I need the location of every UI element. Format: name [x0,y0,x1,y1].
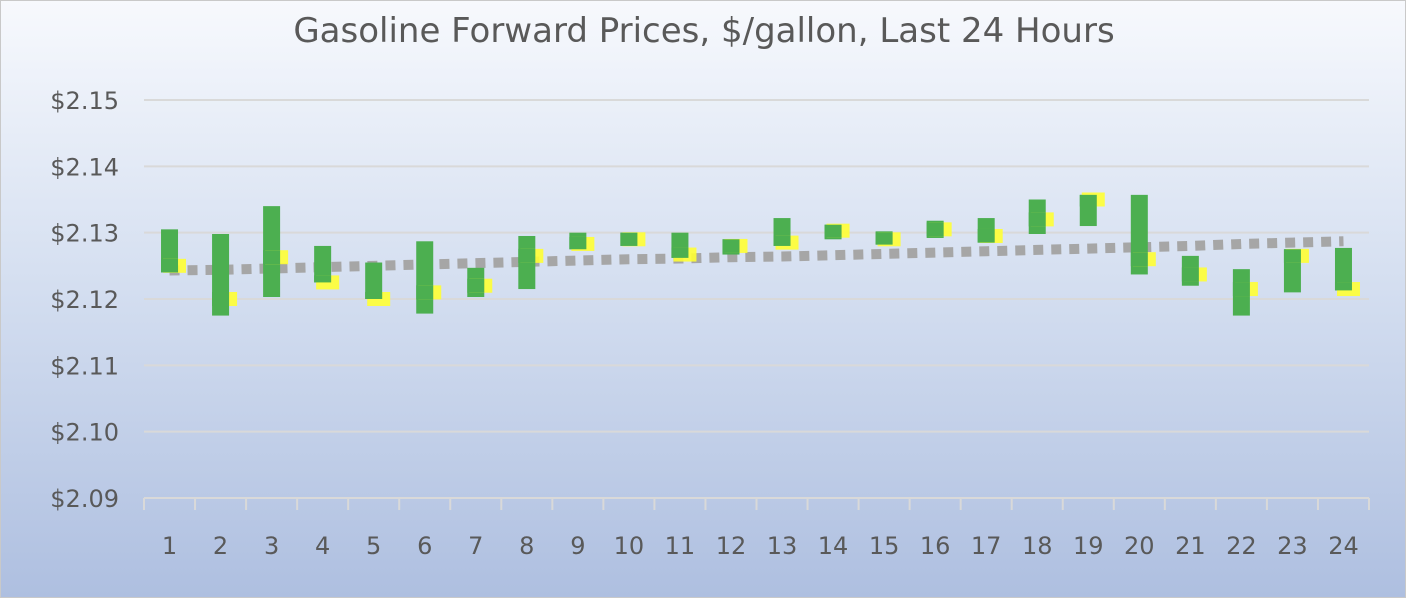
price-bar-overlap [977,228,995,243]
x-tick-label: 1 [162,532,177,560]
price-bar [314,245,332,283]
price-bar-overlap [824,224,842,238]
price-bar-overlap [416,285,434,300]
trend-line-path [169,236,1344,276]
price-bar [365,262,383,299]
x-tick-label: 18 [1022,532,1053,560]
x-tick-label: 6 [417,532,432,560]
price-bar-overlap [1028,212,1046,227]
price-bar-overlap [569,236,587,250]
price-bar-overlap [722,239,740,253]
x-tick-label: 10 [614,532,645,560]
x-tick-label: 8 [519,532,534,560]
x-tick-label: 15 [869,532,900,560]
price-bar-overlap [620,232,638,246]
price-bar-overlap [875,232,893,245]
x-tick-label: 7 [468,532,483,560]
x-tick-label: 4 [315,532,330,560]
price-bar-overlap [467,278,485,293]
x-tick-label: 17 [971,532,1002,560]
gridlines [144,99,1369,433]
trend-line [169,236,1344,276]
x-tick-label: 2 [213,532,228,560]
y-tick-label: $2.12 [50,286,119,314]
y-tick-label: $2.14 [50,153,119,181]
price-bar-overlap [263,250,281,265]
x-tick-label: 22 [1226,532,1257,560]
x-tick-label: 11 [665,532,696,560]
price-bar [1334,247,1352,291]
x-tick-label: 23 [1277,532,1308,560]
y-tick-label: $2.15 [50,87,119,115]
x-tick-label: 12 [716,532,747,560]
x-axis-labels: 1 2 3 4 5 6 7 8 9 10 11 12 13 14 15 16 17 18 19 20 21 22 23 24 [162,532,1359,560]
x-tick-label: 14 [818,532,849,560]
x-tick-label: 21 [1175,532,1206,560]
x-tick-label: 20 [1124,532,1155,560]
x-axis [143,497,1370,510]
y-axis-labels: $2.09 $2.10 $2.11 $2.12 $2.13 $2.14 $2.15 [50,87,119,513]
price-bar-overlap [518,248,536,263]
price-bar-overlap [314,275,332,283]
x-tick-label: 24 [1328,532,1359,560]
y-tick-label: $2.11 [50,352,119,380]
price-bars [161,192,1360,316]
price-bar-overlap [1079,194,1097,207]
price-bar-overlap [1232,282,1250,297]
price-bar-overlap [1283,249,1301,263]
y-tick-label: $2.09 [50,485,119,513]
price-bar-overlap [926,222,944,237]
price-bar-overlap [671,247,689,258]
price-bar-overlap [1130,252,1148,267]
x-tick-label: 16 [920,532,951,560]
price-bar-overlap [1334,282,1352,291]
y-tick-label: $2.10 [50,419,119,447]
price-bar-overlap [212,292,230,306]
price-bar-overlap [161,258,179,273]
x-tick-label: 5 [366,532,381,560]
x-tick-label: 13 [767,532,798,560]
price-bar-overlap [773,235,791,246]
price-bar-overlap [365,292,383,299]
price-bar [416,241,434,314]
chart-title: Gasoline Forward Prices, $/gallon, Last … [293,11,1115,51]
x-tick-label: 3 [264,532,279,560]
y-tick-label: $2.13 [50,220,119,248]
price-bar-overlap [1181,267,1199,282]
x-tick-label: 19 [1073,532,1104,560]
x-tick-label: 9 [570,532,585,560]
